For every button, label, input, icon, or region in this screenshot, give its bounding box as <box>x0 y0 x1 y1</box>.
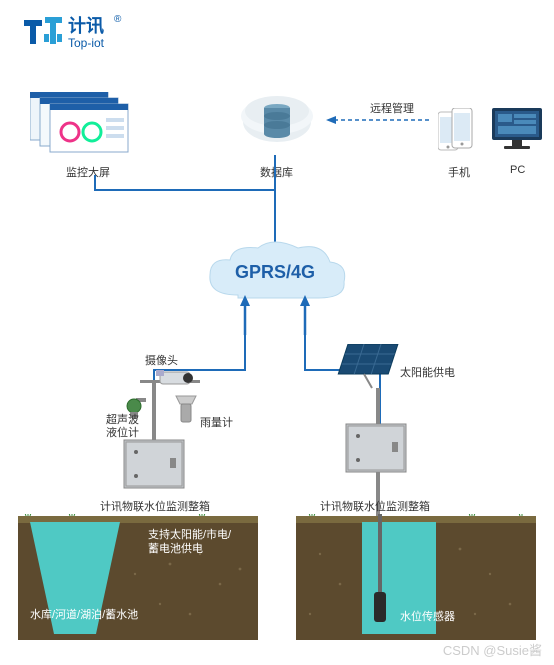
ultrasonic-label: 超声波 液位计 <box>106 414 139 440</box>
camera-label: 摄像头 <box>145 352 178 368</box>
solar-label: 太阳能供电 <box>400 364 455 380</box>
watermark: CSDN @Susie酱 <box>443 640 542 659</box>
sensor-label: 水位传感器 <box>400 608 455 624</box>
left-box-label: 计讯物联水位监测整箱 <box>100 498 210 514</box>
power-label: 支持太阳能/市电/ 蓄电池供电 <box>148 528 231 557</box>
rain-gauge-label: 雨量计 <box>200 414 233 430</box>
ground-sections <box>0 514 554 654</box>
right-box-label: 计讯物联水位监测整箱 <box>320 498 430 514</box>
uplink-arrows <box>0 0 554 480</box>
left-water-label: 水库/河道/湖泊/蓄水池 <box>30 606 138 622</box>
